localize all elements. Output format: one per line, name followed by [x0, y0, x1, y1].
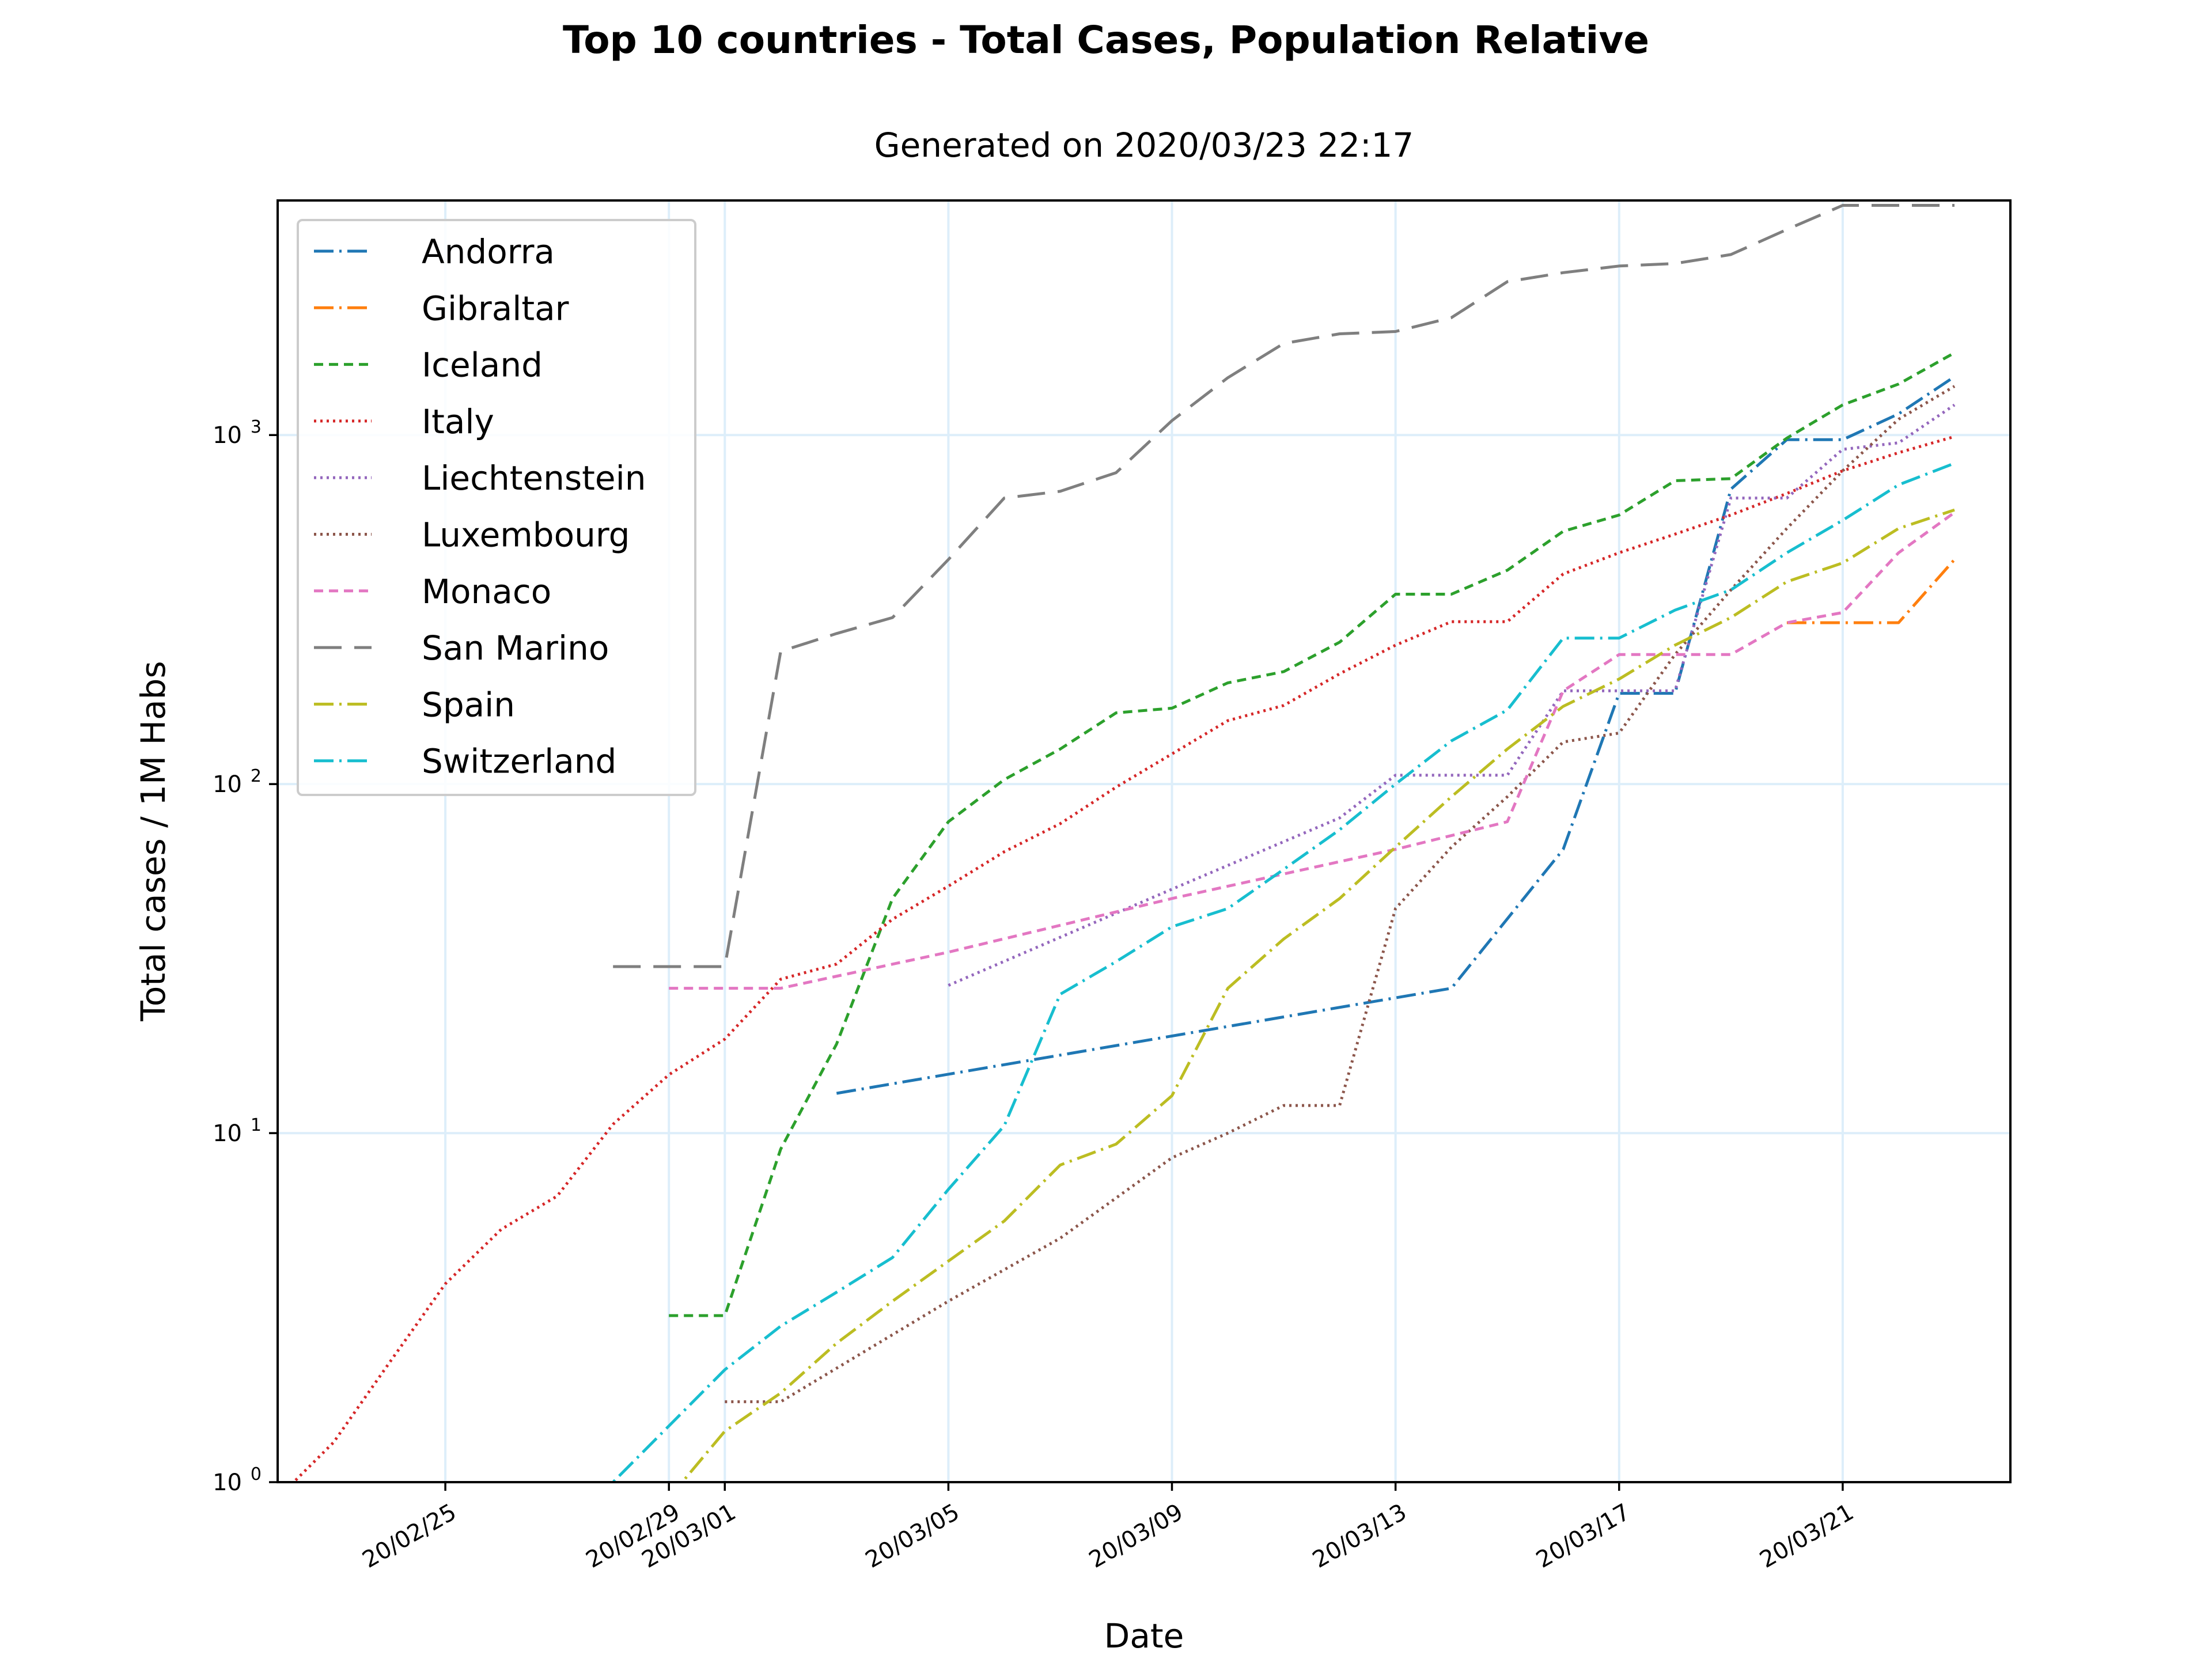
legend-entry: Andorra: [422, 232, 555, 271]
legend-entry: Spain: [422, 685, 515, 724]
y-axis: 10 0 10 1 10 2 10 3: [213, 417, 278, 1496]
series-line: [725, 385, 1956, 1403]
series-line: [608, 461, 1955, 1482]
series-line: [613, 204, 1955, 968]
series-line: [948, 403, 1956, 987]
series-line: [836, 375, 1956, 1095]
legend-box: [297, 219, 696, 796]
legend-entry: Italy: [422, 402, 494, 441]
chart-subtitle: Generated on 2020/03/23 22:17: [874, 126, 1414, 165]
y-axis-label: Total cases / 1M Habs: [134, 661, 173, 1021]
legend-entry: Switzerland: [422, 742, 616, 781]
legend-entry: Liechtenstein: [422, 459, 646, 498]
y-tick-exponent: 1: [251, 1115, 262, 1135]
y-tick-exponent: 2: [251, 766, 262, 786]
y-tick-exponent: 3: [251, 417, 262, 437]
series-line: [669, 511, 1956, 990]
legend-entry: Iceland: [422, 346, 543, 385]
plot-lines: [291, 204, 1956, 1482]
series-line: [1786, 558, 1956, 624]
chart-title: Top 10 countries - Total Cases, Populati…: [563, 18, 1649, 62]
legend-entry: Gibraltar: [422, 289, 569, 328]
legend: Andorra Gibraltar Iceland Italy Liechtenstei…: [297, 219, 696, 796]
x-axis-label: Date: [1104, 1616, 1184, 1656]
y-tick-label: 10: [213, 422, 242, 449]
y-tick-label: 10: [213, 1469, 242, 1496]
y-tick-label: 10: [213, 1120, 242, 1147]
y-tick-exponent: 0: [251, 1464, 262, 1484]
plot-frame: [276, 199, 2012, 1483]
series-line: [669, 351, 1956, 1317]
series-line: [291, 435, 1955, 1482]
series-line: [680, 508, 1955, 1482]
legend-entry: Luxembourg: [422, 516, 630, 555]
legend-entry: Monaco: [422, 572, 551, 611]
y-tick-label: 10: [213, 771, 242, 798]
legend-entry: San Marino: [422, 628, 609, 668]
